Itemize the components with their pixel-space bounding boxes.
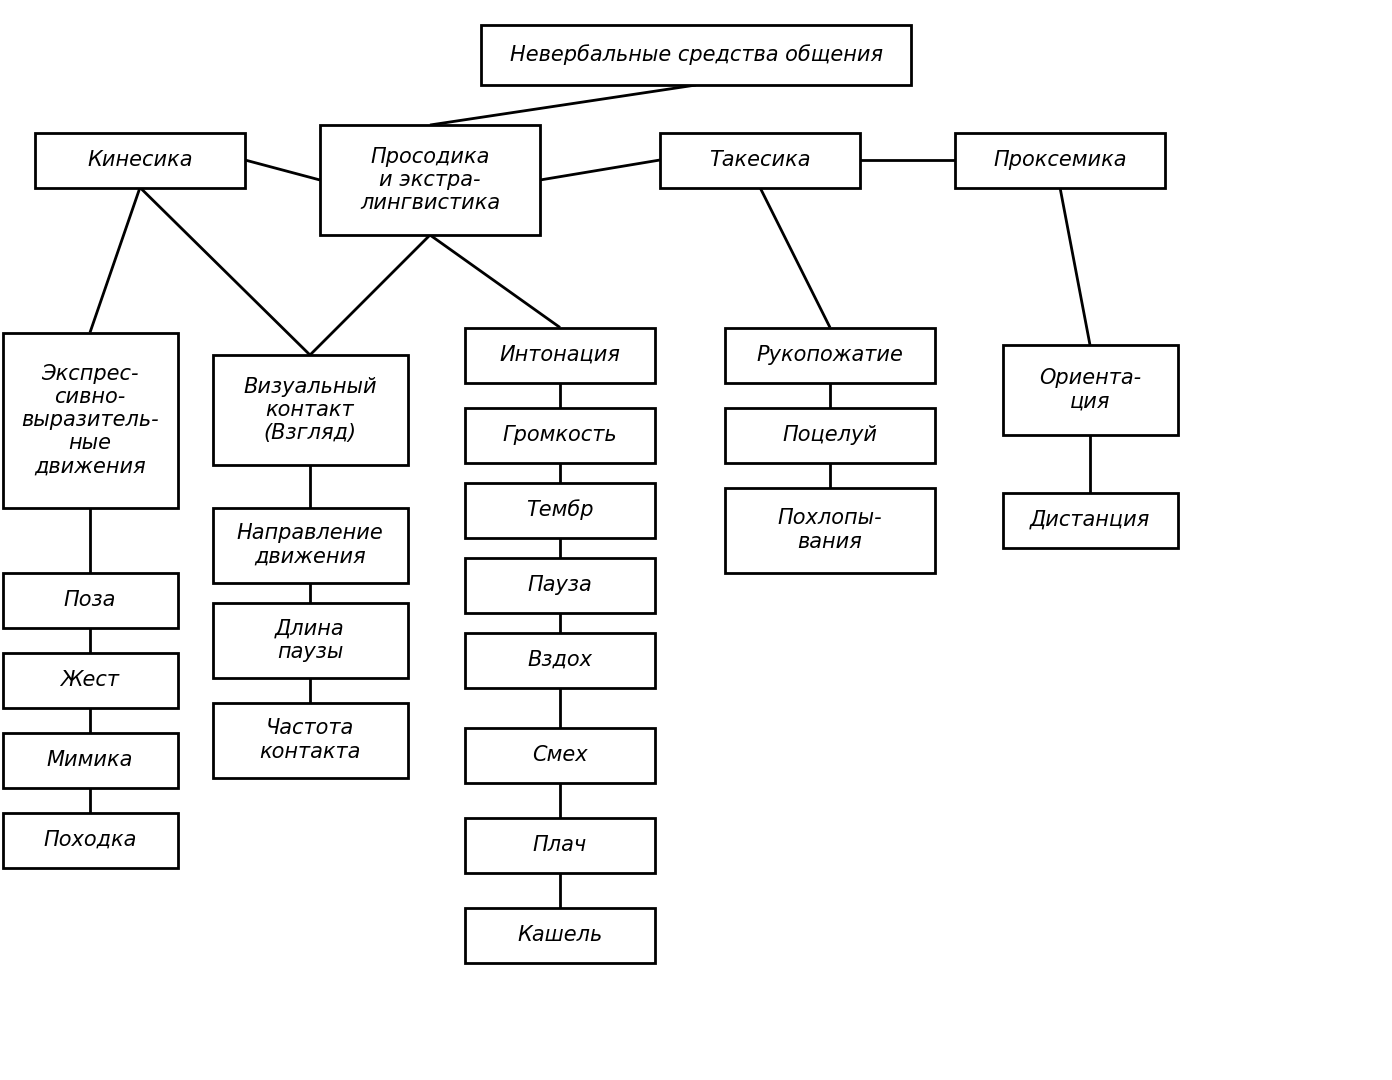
- FancyBboxPatch shape: [1002, 345, 1178, 435]
- FancyBboxPatch shape: [3, 732, 178, 787]
- FancyBboxPatch shape: [213, 508, 408, 582]
- FancyBboxPatch shape: [465, 557, 656, 612]
- FancyBboxPatch shape: [465, 728, 656, 783]
- Text: Похлопы-
вания: Похлопы- вания: [778, 509, 883, 552]
- FancyBboxPatch shape: [35, 133, 245, 188]
- Text: Такесика: Такесика: [710, 150, 810, 170]
- FancyBboxPatch shape: [1002, 492, 1178, 548]
- Text: Экспрес-
сивно-
выразитель-
ные
движения: Экспрес- сивно- выразитель- ные движения: [21, 364, 159, 476]
- FancyBboxPatch shape: [725, 327, 935, 382]
- Text: Проксемика: Проксемика: [994, 150, 1126, 170]
- Text: Направление
движения: Направление движения: [237, 524, 383, 567]
- FancyBboxPatch shape: [213, 355, 408, 465]
- Text: Невербальные средства общения: Невербальные средства общения: [509, 44, 883, 66]
- FancyBboxPatch shape: [213, 702, 408, 778]
- Text: Частота
контакта: Частота контакта: [259, 718, 361, 761]
- FancyBboxPatch shape: [3, 572, 178, 627]
- FancyBboxPatch shape: [725, 407, 935, 462]
- Text: Дистанция: Дистанция: [1030, 510, 1150, 530]
- Text: Тембр: Тембр: [526, 500, 594, 521]
- Text: Длина
паузы: Длина паузы: [276, 619, 345, 662]
- FancyBboxPatch shape: [955, 133, 1165, 188]
- Text: Ориента-
ция: Ориента- ция: [1038, 368, 1141, 411]
- FancyBboxPatch shape: [3, 812, 178, 867]
- Text: Жест: Жест: [60, 670, 120, 690]
- Text: Визуальный
контакт
(Взгляд): Визуальный контакт (Взгляд): [244, 377, 377, 443]
- FancyBboxPatch shape: [465, 818, 656, 873]
- Text: Рукопожатие: Рукопожатие: [757, 345, 903, 365]
- FancyBboxPatch shape: [725, 487, 935, 572]
- FancyBboxPatch shape: [3, 652, 178, 707]
- FancyBboxPatch shape: [320, 125, 540, 235]
- Text: Просодика
и экстра-
лингвистика: Просодика и экстра- лингвистика: [361, 147, 500, 213]
- Text: Громкость: Громкость: [503, 426, 617, 445]
- Text: Пауза: Пауза: [528, 575, 593, 595]
- FancyBboxPatch shape: [660, 133, 860, 188]
- Text: Мимика: Мимика: [47, 750, 134, 770]
- FancyBboxPatch shape: [3, 333, 178, 508]
- FancyBboxPatch shape: [465, 633, 656, 688]
- Text: Поцелуй: Поцелуй: [782, 426, 877, 445]
- Text: Вздох: Вздох: [528, 650, 593, 670]
- FancyBboxPatch shape: [465, 327, 656, 382]
- Text: Смех: Смех: [532, 745, 587, 765]
- FancyBboxPatch shape: [465, 907, 656, 962]
- FancyBboxPatch shape: [482, 25, 910, 85]
- Text: Кинесика: Кинесика: [88, 150, 192, 170]
- Text: Кашель: Кашель: [518, 924, 603, 945]
- Text: Плач: Плач: [533, 835, 587, 855]
- FancyBboxPatch shape: [465, 407, 656, 462]
- Text: Поза: Поза: [64, 590, 116, 610]
- Text: Походка: Походка: [43, 831, 136, 850]
- FancyBboxPatch shape: [465, 483, 656, 538]
- Text: Интонация: Интонация: [500, 345, 621, 365]
- FancyBboxPatch shape: [213, 603, 408, 677]
